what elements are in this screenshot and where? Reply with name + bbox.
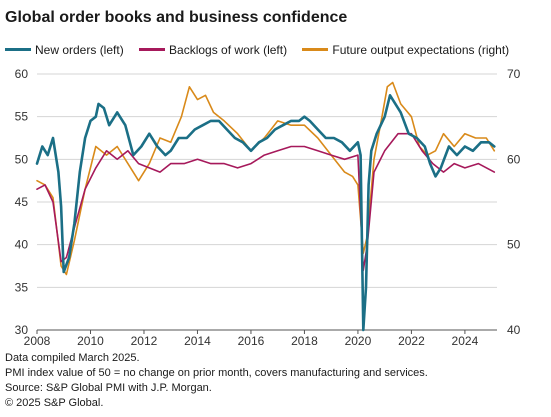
legend-swatch-new-orders (5, 48, 31, 52)
y-right-tick-label: 70 (507, 67, 521, 81)
legend: New orders (left) Backlogs of work (left… (5, 43, 521, 57)
legend-item-backlogs: Backlogs of work (left) (139, 43, 287, 57)
legend-swatch-backlogs (139, 48, 166, 52)
y-left-tick-label: 40 (15, 238, 29, 252)
y-left-tick-label: 35 (15, 280, 29, 294)
y-left-tick-label: 60 (15, 67, 29, 81)
footnote-compiled: Data compiled March 2025. (5, 352, 140, 364)
x-tick-label: 2018 (291, 334, 318, 348)
legend-swatch-future-output (302, 48, 329, 52)
x-tick-label: 2020 (345, 334, 372, 348)
y-left-tick-label: 55 (15, 110, 29, 124)
y-right-tick-label: 40 (507, 323, 521, 337)
x-tick-label: 2010 (77, 334, 104, 348)
legend-item-new-orders: New orders (left) (5, 43, 124, 57)
y-right-tick-label: 50 (507, 238, 521, 252)
footnote-source: Source: S&P Global PMI with J.P. Morgan. (5, 382, 212, 394)
y-left-tick-label: 50 (15, 152, 29, 166)
legend-label-new-orders: New orders (left) (35, 43, 124, 57)
x-tick-label: 2016 (238, 334, 265, 348)
x-tick-label: 2008 (24, 334, 51, 348)
footnotes: Data compiled March 2025. PMI index valu… (5, 351, 428, 411)
y-right-tick-label: 60 (507, 152, 521, 166)
x-tick-label: 2014 (184, 334, 211, 348)
x-tick-label: 2012 (131, 334, 158, 348)
chart-title: Global order books and business confiden… (5, 9, 348, 26)
legend-label-backlogs: Backlogs of work (left) (169, 43, 288, 57)
line-chart: 30 35 40 45 50 55 60 40 50 60 70 2008 2010 2012 2014 20… (15, 67, 521, 348)
legend-label-future-output: Future output expectations (right) (332, 43, 510, 57)
footnote-pmi: PMI index value of 50 = no change on pri… (5, 367, 428, 379)
x-tick-label: 2024 (452, 334, 479, 348)
x-tick-label: 2022 (398, 334, 425, 348)
legend-item-future-output: Future output expectations (right) (302, 43, 509, 57)
y-left-tick-label: 45 (15, 195, 29, 209)
series-line-new-orders (35, 93, 496, 332)
footnote-copyright: © 2025 S&P Global. (5, 397, 104, 409)
y-left-tick-label: 30 (15, 323, 29, 337)
